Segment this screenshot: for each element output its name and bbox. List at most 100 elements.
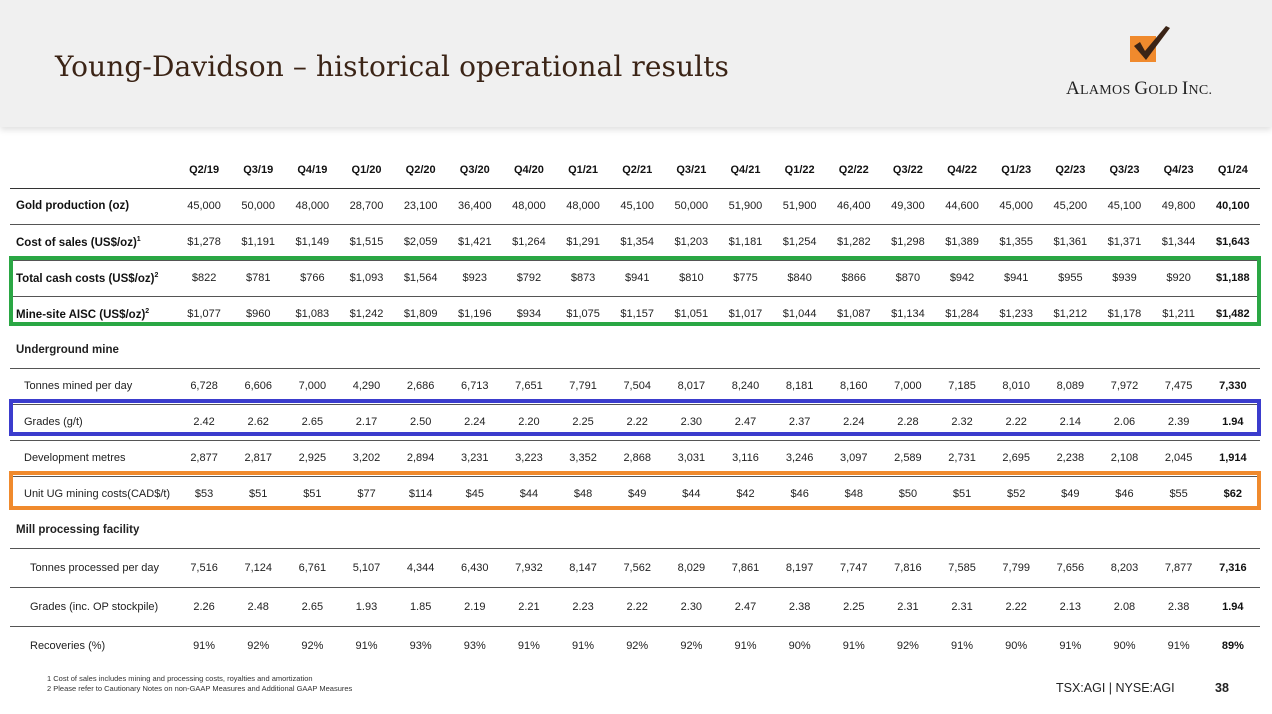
- table-cell: $1,211: [1151, 295, 1206, 332]
- column-header: Q4/23: [1151, 152, 1206, 189]
- table-cell: 8,240: [718, 367, 773, 404]
- table-cell: 1.85: [393, 586, 448, 626]
- section-title: Underground mine: [16, 343, 119, 356]
- table-cell: $923: [447, 259, 502, 296]
- table-cell: $55: [1151, 475, 1206, 512]
- table-cell: 2.38: [772, 586, 827, 626]
- table-cell: $1,389: [934, 223, 990, 260]
- table-cell: 91%: [177, 625, 232, 665]
- row-label: Tonnes processed per day: [10, 547, 178, 587]
- table-cell: $781: [231, 259, 286, 296]
- row-label-text: Grades (inc. OP stockpile): [30, 600, 159, 613]
- table-cell: 36,400: [447, 187, 502, 224]
- footnotes: 1 Cost of sales includes mining and proc…: [47, 674, 352, 694]
- table-cell: 3,202: [339, 439, 394, 476]
- table-cell: 28,700: [339, 187, 394, 224]
- table-cell: 40,100: [1205, 187, 1260, 224]
- table-cell: 91%: [1043, 625, 1098, 665]
- table-cell: $1,361: [1043, 223, 1098, 260]
- table-cell: 2.25: [556, 403, 611, 440]
- table-cell: $792: [501, 259, 556, 296]
- table-cell: $1,291: [556, 223, 611, 260]
- column-header: Q1/20: [339, 152, 394, 189]
- table-cell: 90%: [772, 625, 827, 665]
- table-cell: 2.31: [880, 586, 935, 626]
- table-cell: 89%: [1205, 625, 1260, 665]
- table-cell: $50: [880, 475, 935, 512]
- table-cell: 91%: [826, 625, 881, 665]
- table-cell: 92%: [285, 625, 340, 665]
- table-cell: 45,100: [1097, 187, 1152, 224]
- table-cell: 4,290: [339, 367, 394, 404]
- column-header: Q3/23: [1097, 152, 1152, 189]
- table-cell: 7,799: [989, 547, 1044, 587]
- table-cell: 3,231: [447, 439, 502, 476]
- table-row: Tonnes mined per day 6,728 6,606 7,000 4,290…: [10, 367, 1260, 404]
- table-cell: 2.24: [826, 403, 881, 440]
- section-title: Mill processing facility: [16, 523, 140, 536]
- table-cell: 50,000: [231, 187, 286, 224]
- table-cell: $934: [501, 295, 556, 332]
- section-underground-mine: Underground mine: [10, 332, 1260, 368]
- table-cell: $53: [177, 475, 232, 512]
- table-cell: 2.65: [285, 586, 340, 626]
- column-header: Q1/21: [556, 152, 611, 189]
- table-cell: 8,029: [664, 547, 719, 587]
- table-header-row: Q2/19 Q3/19 Q4/19 Q1/20 Q2/20 Q3/20 Q4/20 Q1/21…: [10, 152, 1260, 189]
- table-cell: 2.32: [934, 403, 990, 440]
- table-cell: 2.48: [231, 586, 286, 626]
- table-cell: $941: [610, 259, 665, 296]
- table-cell: 7,475: [1151, 367, 1206, 404]
- table-cell: $51: [231, 475, 286, 512]
- table-cell: 2,695: [989, 439, 1044, 476]
- table-cell: 8,181: [772, 367, 827, 404]
- table-cell: 1.94: [1205, 403, 1260, 440]
- table-cell: $48: [556, 475, 611, 512]
- table-cell: $1,191: [231, 223, 286, 260]
- row-label-text: Development metres: [24, 452, 126, 464]
- table-cell: 5,107: [339, 547, 394, 587]
- table-cell: $939: [1097, 259, 1152, 296]
- table-cell: 1.93: [339, 586, 394, 626]
- table-cell: 92%: [880, 625, 935, 665]
- column-header: Q4/22: [934, 152, 990, 189]
- table-row: Tonnes processed per day 7,516 7,124 6,761 5…: [10, 547, 1260, 587]
- alamos-checkmark-logo-icon: [1130, 26, 1170, 62]
- table-cell: 2.21: [501, 586, 556, 626]
- table-cell: 91%: [1151, 625, 1206, 665]
- row-label-text: Tonnes processed per day: [30, 561, 160, 574]
- table-cell: 7,000: [880, 367, 935, 404]
- table-cell: 2.22: [989, 586, 1044, 626]
- table-cell: $1,254: [772, 223, 827, 260]
- row-label: Mine-site AISC (US$/oz)2: [10, 295, 178, 332]
- column-header: Q2/19: [177, 152, 232, 189]
- table-cell: $77: [339, 475, 394, 512]
- table-row: Recoveries (%) 91% 92% 92% 91% 93% 93% 91% 91% 92…: [10, 625, 1260, 665]
- table-cell: $941: [989, 259, 1044, 296]
- table-cell: 2.17: [339, 403, 394, 440]
- table-cell: $1,188: [1205, 259, 1260, 296]
- table-cell: $1,212: [1043, 295, 1098, 332]
- column-header: Q3/19: [231, 152, 286, 189]
- table-cell: 7,516: [177, 547, 232, 587]
- table-cell: 3,116: [718, 439, 773, 476]
- table-cell: 51,900: [718, 187, 773, 224]
- page-title: Young-Davidson – historical operational …: [55, 50, 730, 83]
- table-cell: 49,800: [1151, 187, 1206, 224]
- table-cell: 7,932: [501, 547, 556, 587]
- footnote-ref: 2: [154, 271, 159, 279]
- company-logo: ALAMOS GOLD INC.: [1060, 24, 1240, 104]
- table-cell: 23,100: [393, 187, 448, 224]
- table-row: Gold production (oz) 45,000 50,000 48,000 28…: [10, 187, 1260, 224]
- table-cell: 2.62: [231, 403, 286, 440]
- table-cell: 91%: [934, 625, 990, 665]
- table-cell: 2,045: [1151, 439, 1206, 476]
- row-label: Gold production (oz): [10, 187, 178, 224]
- table-cell: 2,877: [177, 439, 232, 476]
- table-cell: $1,264: [501, 223, 556, 260]
- ticker-symbols: TSX:AGI | NYSE:AGI: [1056, 681, 1175, 695]
- table-cell: $873: [556, 259, 611, 296]
- table-cell: $1,087: [826, 295, 881, 332]
- table-cell: $775: [718, 259, 773, 296]
- table-cell: 7,504: [610, 367, 665, 404]
